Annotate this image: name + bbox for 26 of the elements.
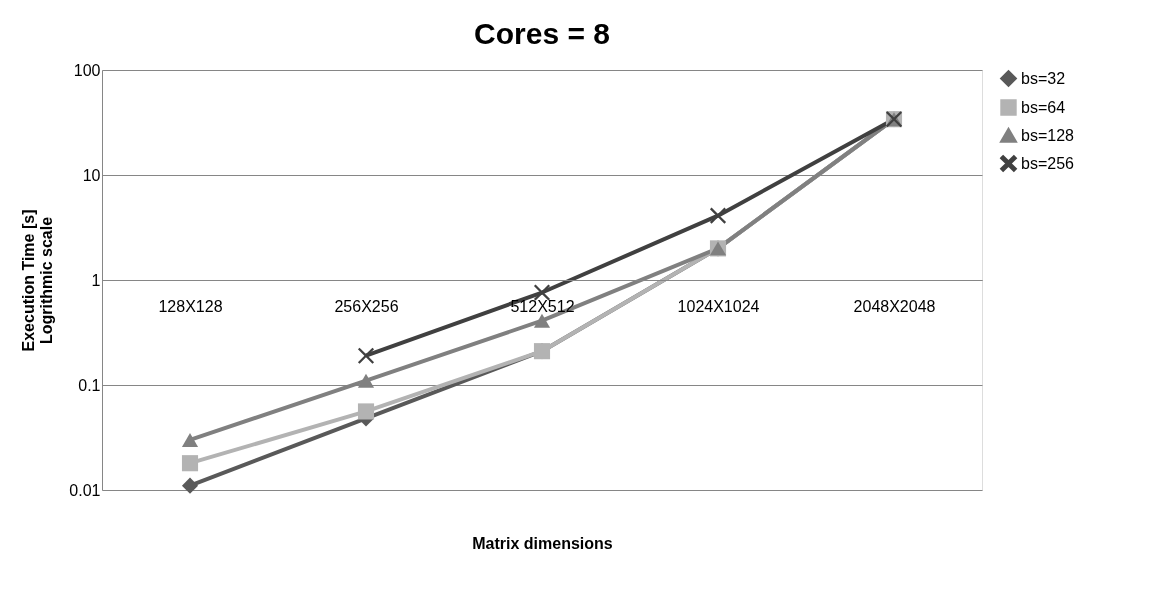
legend-label: bs=64 [1021,98,1066,116]
legend-label: bs=128 [1021,126,1075,144]
x-axis-title: Matrix dimensions [472,534,613,552]
y-tick-label: 1 [91,271,101,289]
chart-title: Cores = 8 [474,17,610,50]
legend-label: bs=256 [1021,154,1075,172]
y-tick-label: 0.1 [78,376,101,394]
point [181,477,199,494]
legend-label: bs=32 [1021,69,1066,87]
y-axis-title: Execution Time [s] Logrithmic scale [20,209,56,352]
point [533,284,551,301]
point [357,373,375,388]
x-tick-label: 512X512 [510,297,575,315]
y-tick-label: 10 [82,166,101,184]
point [181,432,199,447]
x-tick-label: 128X128 [158,297,223,315]
point [357,403,375,420]
point [533,313,551,328]
y-tick-label: 0.01 [69,481,101,499]
x-tick-label: 1024X1024 [677,297,760,315]
y-tick-label: 100 [73,61,101,79]
x-tick-label: 256X256 [334,297,399,315]
point [357,347,375,364]
point [709,207,727,224]
x-tick-label: 2048X2048 [853,297,936,315]
point [181,455,199,472]
